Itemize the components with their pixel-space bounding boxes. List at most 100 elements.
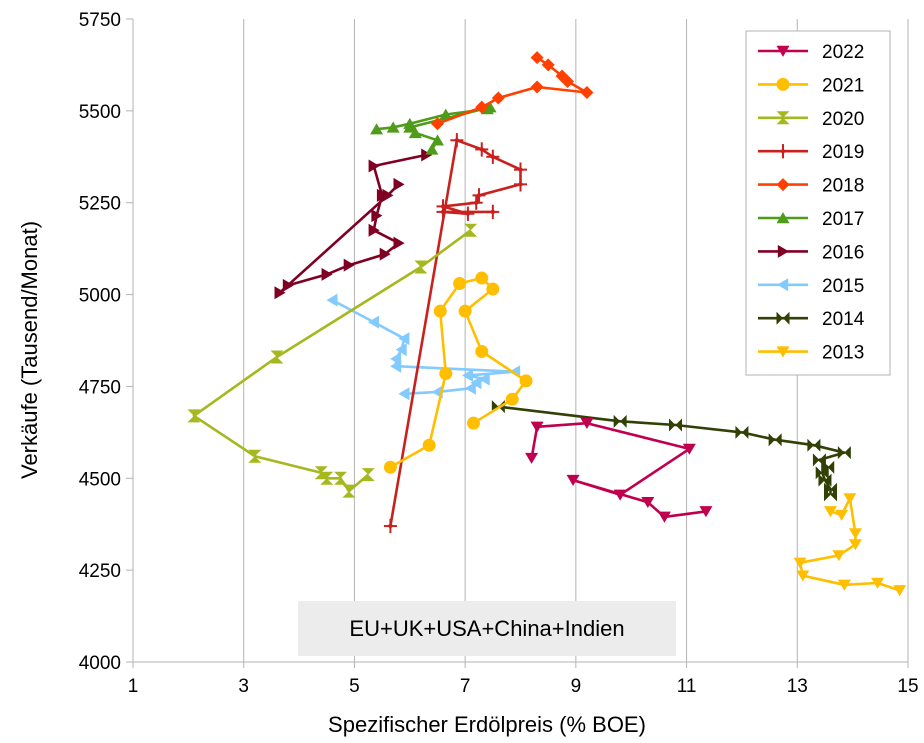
data-point-2018 [430, 117, 444, 131]
data-point-2020 [414, 260, 428, 274]
legend-label: 2016 [822, 242, 864, 263]
data-point-2019 [461, 206, 475, 221]
legend-label: 2013 [822, 343, 864, 364]
data-point-2019-c [475, 192, 482, 199]
data-point-2021 [519, 374, 533, 388]
series-line-2014 [498, 405, 846, 495]
data-point-2019 [486, 204, 500, 220]
data-point-2021 [475, 345, 489, 359]
y-tick-label: 5750 [79, 10, 121, 31]
series-line-2019 [389, 139, 522, 527]
data-point-2022 [580, 417, 594, 430]
data-point-2020 [334, 471, 348, 485]
data-point-2019-c [473, 199, 480, 206]
annotation-box: EU+UK+USA+China+Indien [298, 601, 676, 656]
legend-label: 2015 [822, 276, 864, 297]
data-point-2015 [478, 372, 490, 386]
legend-item-2020: 2020 [758, 109, 864, 130]
data-point-2021 [453, 277, 467, 291]
data-point-2019 [472, 188, 486, 203]
legend: 2022 2021 2020 2019 2018 2017 2016 2015 2014 2013 [745, 30, 891, 376]
data-point-2013 [843, 493, 857, 505]
data-point-2016 [368, 223, 380, 237]
data-point-2021 [383, 460, 397, 474]
data-point-2021 [505, 392, 519, 406]
legend-label: 2020 [822, 109, 864, 130]
data-point-2021 [458, 304, 472, 318]
data-point-2022 [530, 421, 544, 433]
data-point-2017 [386, 121, 400, 133]
legend-marker [777, 278, 789, 292]
data-point-2022 [641, 496, 655, 509]
data-point-2017 [430, 134, 444, 146]
data-point-2016 [371, 209, 383, 223]
data-point-2022 [657, 511, 671, 523]
data-point-2022 [566, 474, 580, 486]
series-line-2020 [192, 229, 472, 493]
data-point-2015 [395, 343, 407, 357]
data-point-2020 [314, 466, 328, 480]
data-point-2018 [541, 58, 555, 72]
data-point-2018 [475, 100, 489, 114]
data-point-2016 [376, 188, 388, 202]
data-point-2014 [669, 418, 682, 432]
data-point-2019-c [478, 146, 485, 153]
legend-marker [776, 111, 790, 125]
data-point-2016 [343, 258, 355, 272]
x-tick-label: 5 [349, 676, 360, 697]
data-point-2013 [848, 528, 862, 540]
data-point-2017 [483, 101, 497, 113]
legend-label: 2018 [822, 176, 864, 197]
data-point-2020 [248, 449, 262, 463]
series-line-2022 [530, 421, 707, 519]
series-layer [187, 51, 907, 597]
legend-marker [776, 144, 790, 159]
legend-marker [776, 178, 790, 192]
legend-marker [776, 311, 790, 325]
data-point-2019-c [440, 208, 446, 215]
y-tick-label: 4750 [79, 377, 121, 398]
data-point-2022 [613, 489, 627, 501]
data-point-2013 [793, 557, 807, 569]
series-2018 [430, 51, 594, 131]
data-point-2019-c [453, 137, 460, 144]
legend-marker [776, 212, 790, 224]
data-point-2021 [439, 367, 453, 381]
data-point-2019-c [489, 153, 496, 160]
legend-item-2021: 2021 [758, 75, 864, 96]
data-point-2019-c [387, 523, 394, 530]
data-point-2020 [361, 468, 375, 482]
data-point-2013 [837, 579, 851, 591]
data-point-2019 [450, 133, 464, 148]
data-point-2019 [514, 162, 527, 177]
y-tick-label: 4250 [79, 561, 121, 582]
x-tick-label: 1 [128, 676, 139, 697]
data-point-2020 [320, 471, 334, 485]
data-point-2020 [342, 484, 356, 498]
data-point-2018 [530, 80, 544, 94]
data-point-2015 [470, 376, 482, 390]
data-point-2021 [486, 282, 500, 296]
series-line-2013 [798, 497, 901, 592]
data-point-2019-c [517, 166, 524, 173]
data-point-2020 [187, 409, 201, 423]
legend-label: 2014 [822, 309, 865, 330]
data-point-2019 [469, 195, 483, 210]
data-point-2019-c [489, 208, 496, 215]
data-point-2016 [274, 286, 286, 300]
legend-item-2022: 2022 [758, 42, 864, 63]
data-point-2013 [832, 550, 846, 562]
data-point-2016 [282, 278, 294, 292]
legend-label: 2019 [822, 142, 864, 163]
data-point-2015 [462, 368, 474, 382]
legend-marker-c [780, 148, 786, 155]
data-point-2020 [464, 223, 478, 237]
data-point-2022 [699, 506, 713, 518]
data-point-2019 [383, 518, 397, 534]
series-2021 [383, 271, 533, 474]
series-2019 [383, 133, 527, 534]
data-point-2021 [422, 438, 436, 452]
data-point-2013 [796, 570, 810, 582]
x-tick-label: 15 [897, 676, 918, 697]
data-point-2013 [848, 539, 862, 551]
